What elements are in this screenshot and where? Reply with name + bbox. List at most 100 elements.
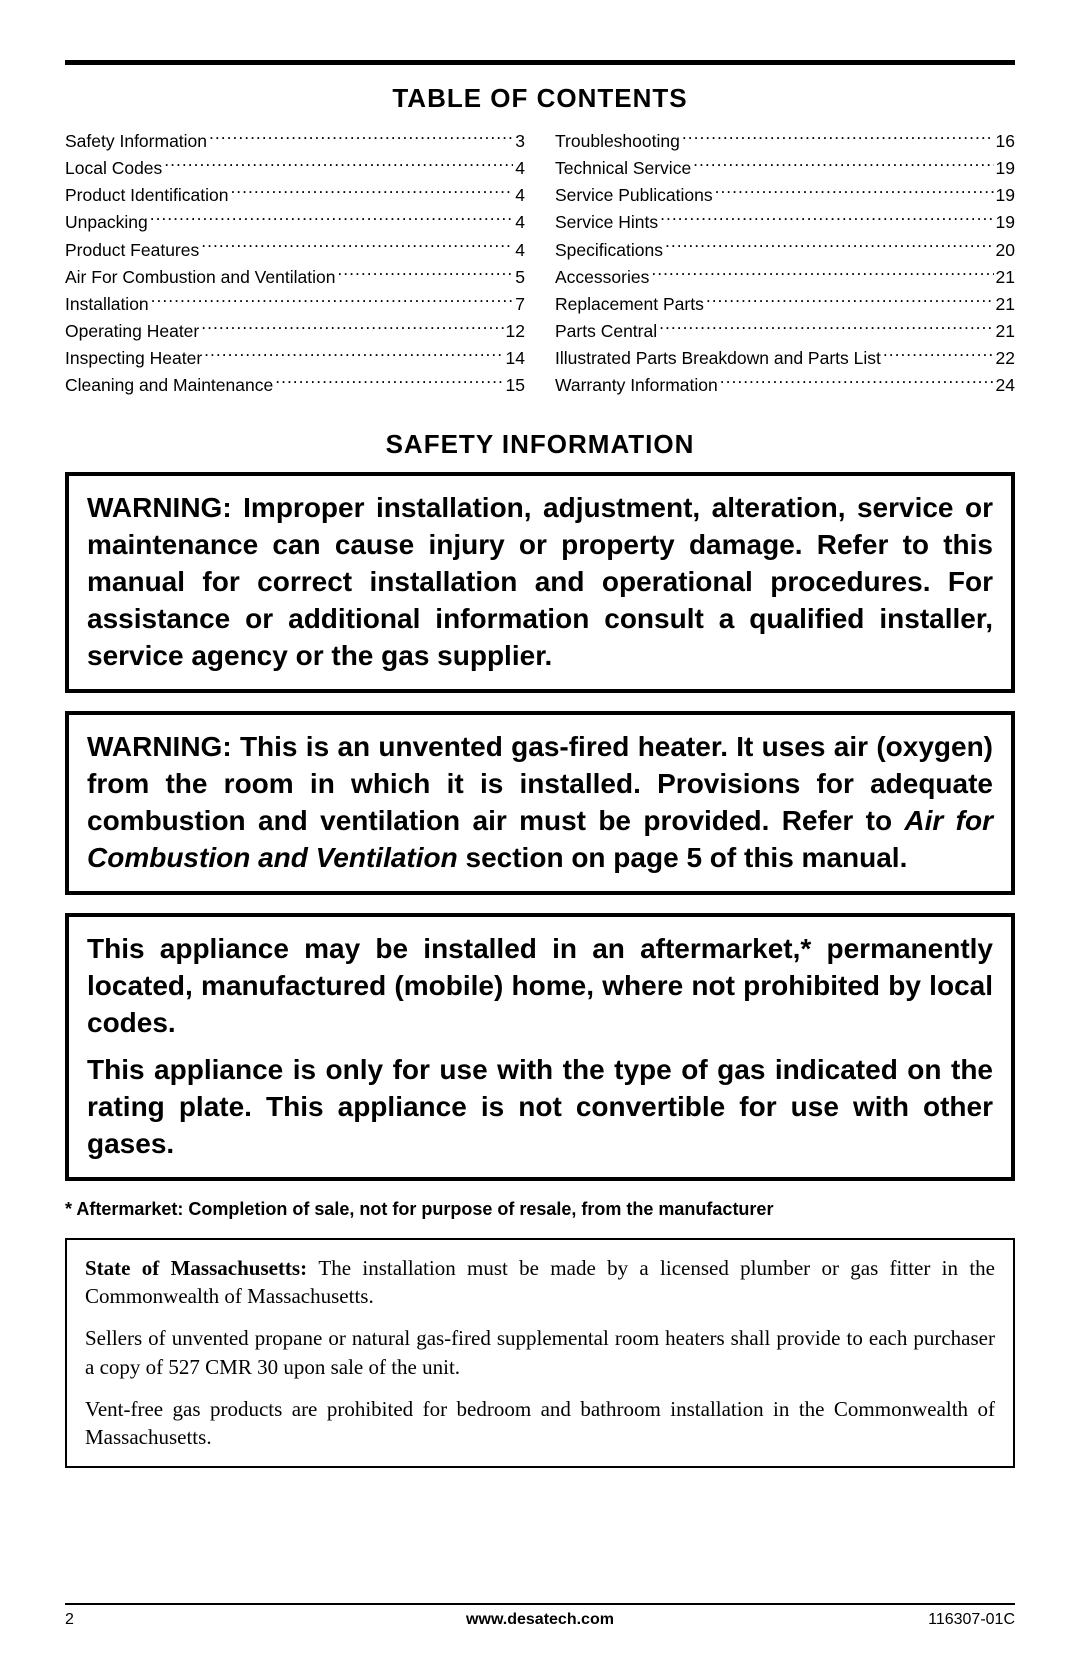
toc-label: Operating Heater	[65, 318, 199, 345]
warning-box-2: WARNING: This is an unvented gas-fired h…	[65, 711, 1015, 895]
toc-leader-dots	[201, 238, 513, 256]
toc-label: Troubleshooting	[555, 128, 680, 155]
footer-rule	[65, 1603, 1015, 1605]
toc-row: Warranty Information 24	[555, 372, 1015, 399]
toc-page-number: 19	[996, 182, 1015, 209]
toc-label: Installation	[65, 291, 149, 318]
toc-label: Safety Information	[65, 128, 207, 155]
toc-columns: Safety Information 3Local Codes 4Product…	[65, 128, 1015, 399]
toc-leader-dots	[150, 211, 514, 229]
toc-leader-dots	[275, 374, 503, 392]
footer-url: www.desatech.com	[382, 1611, 699, 1629]
toc-label: Product Features	[65, 237, 199, 264]
toc-leader-dots	[204, 347, 503, 365]
warning-box-1: WARNING: Improper installation, adjustme…	[65, 472, 1015, 693]
safety-heading: SAFETY INFORMATION	[65, 429, 1015, 460]
toc-row: Troubleshooting 16	[555, 128, 1015, 155]
toc-page-number: 3	[515, 128, 525, 155]
toc-left-column: Safety Information 3Local Codes 4Product…	[65, 128, 525, 399]
state-massachusetts-box: State of Massachusetts: The installation…	[65, 1238, 1015, 1468]
warning-3-p1: This appliance may be installed in an af…	[87, 931, 993, 1042]
toc-page-number: 4	[515, 237, 525, 264]
toc-page-number: 24	[996, 372, 1015, 399]
toc-leader-dots	[337, 265, 513, 283]
toc-leader-dots	[230, 184, 513, 202]
toc-label: Replacement Parts	[555, 291, 704, 318]
toc-row: Safety Information 3	[65, 128, 525, 155]
toc-label: Local Codes	[65, 155, 162, 182]
toc-page-number: 21	[996, 318, 1015, 345]
toc-row: Cleaning and Maintenance 15	[65, 372, 525, 399]
warning-3-p2: This appliance is only for use with the …	[87, 1052, 993, 1163]
toc-leader-dots	[164, 157, 513, 175]
toc-label: Cleaning and Maintenance	[65, 372, 273, 399]
toc-label: Product Identification	[65, 182, 228, 209]
toc-leader-dots	[715, 184, 994, 202]
warning-box-3: This appliance may be installed in an af…	[65, 913, 1015, 1181]
state-p2: Sellers of unvented propane or natural g…	[85, 1324, 995, 1381]
toc-row: Unpacking 4	[65, 209, 525, 236]
toc-label: Unpacking	[65, 209, 148, 236]
toc-page-number: 7	[515, 291, 525, 318]
toc-row: Specifications 20	[555, 237, 1015, 264]
toc-row: Local Codes 4	[65, 155, 525, 182]
warning-2-pre: WARNING: This is an unvented gas-fired h…	[87, 731, 993, 836]
aftermarket-footnote: * Aftermarket: Completion of sale, not f…	[65, 1199, 1015, 1220]
toc-page-number: 4	[515, 182, 525, 209]
toc-label: Service Hints	[555, 209, 658, 236]
page-footer: 2 www.desatech.com 116307-01C	[65, 1603, 1015, 1629]
toc-label: Specifications	[555, 237, 663, 264]
toc-leader-dots	[651, 265, 993, 283]
toc-label: Service Publications	[555, 182, 713, 209]
toc-row: Parts Central 21	[555, 318, 1015, 345]
toc-label: Accessories	[555, 264, 649, 291]
toc-page-number: 12	[506, 318, 525, 345]
toc-leader-dots	[151, 292, 514, 310]
toc-row: Accessories 21	[555, 264, 1015, 291]
toc-label: Warranty Information	[555, 372, 718, 399]
toc-row: Product Identification 4	[65, 182, 525, 209]
toc-right-column: Troubleshooting 16Technical Service 19Se…	[555, 128, 1015, 399]
toc-page-number: 15	[506, 372, 525, 399]
toc-row: Air For Combustion and Ventilation 5	[65, 264, 525, 291]
toc-row: Operating Heater 12	[65, 318, 525, 345]
toc-row: Installation 7	[65, 291, 525, 318]
toc-leader-dots	[209, 130, 513, 148]
toc-leader-dots	[883, 347, 994, 365]
toc-leader-dots	[201, 319, 503, 337]
toc-row: Service Publications 19	[555, 182, 1015, 209]
state-lead: State of Massachusetts:	[85, 1256, 318, 1280]
toc-leader-dots	[660, 211, 993, 229]
toc-row: Service Hints 19	[555, 209, 1015, 236]
warning-2-post: section on page 5 of this manual.	[458, 842, 908, 873]
toc-page-number: 16	[996, 128, 1015, 155]
toc-leader-dots	[665, 238, 994, 256]
toc-label: Technical Service	[555, 155, 691, 182]
toc-page-number: 21	[996, 291, 1015, 318]
toc-leader-dots	[720, 374, 994, 392]
toc-row: Replacement Parts 21	[555, 291, 1015, 318]
toc-heading: TABLE OF CONTENTS	[65, 83, 1015, 114]
warning-1-text: WARNING: Improper installation, adjustme…	[87, 492, 993, 671]
toc-leader-dots	[659, 319, 993, 337]
top-horizontal-rule	[65, 60, 1015, 65]
footer-doc-code: 116307-01C	[698, 1611, 1015, 1629]
toc-page-number: 20	[996, 237, 1015, 264]
toc-page-number: 22	[996, 345, 1015, 372]
toc-page-number: 19	[996, 155, 1015, 182]
toc-row: Product Features 4	[65, 237, 525, 264]
toc-label: Illustrated Parts Breakdown and Parts Li…	[555, 345, 881, 372]
toc-page-number: 14	[506, 345, 525, 372]
toc-leader-dots	[682, 130, 994, 148]
toc-page-number: 5	[515, 264, 525, 291]
toc-row: Inspecting Heater 14	[65, 345, 525, 372]
toc-leader-dots	[693, 157, 993, 175]
toc-page-number: 4	[515, 155, 525, 182]
state-p3: Vent-free gas products are prohibited fo…	[85, 1395, 995, 1452]
toc-leader-dots	[706, 292, 994, 310]
toc-page-number: 19	[996, 209, 1015, 236]
toc-page-number: 4	[515, 209, 525, 236]
toc-row: Illustrated Parts Breakdown and Parts Li…	[555, 345, 1015, 372]
footer-page-number: 2	[65, 1611, 382, 1629]
toc-label: Parts Central	[555, 318, 657, 345]
